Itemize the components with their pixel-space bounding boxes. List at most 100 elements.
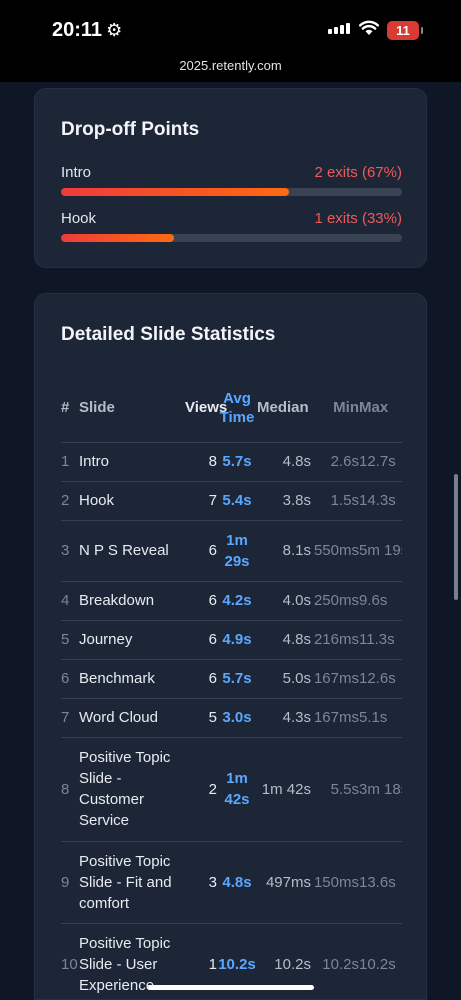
header-max: Max <box>359 374 402 443</box>
row-avg-time: 3.0s <box>217 698 257 738</box>
home-indicator[interactable] <box>148 985 314 990</box>
table-row: 8 Positive Topic Slide - Customer Service… <box>61 737 402 842</box>
dropoff-bar-track <box>61 188 402 196</box>
row-views: 7 <box>185 481 217 521</box>
row-max: 9.6s <box>359 581 402 621</box>
row-views: 6 <box>185 520 217 582</box>
battery-icon: 11 <box>387 21 423 40</box>
row-median: 4.0s <box>257 581 311 621</box>
row-min: 250ms <box>311 581 359 621</box>
row-avg-time: 4.2s <box>217 581 257 621</box>
row-num: 6 <box>61 659 79 699</box>
wifi-icon <box>359 20 379 41</box>
row-slide: N P S Reveal <box>79 520 185 582</box>
row-slide: Breakdown <box>79 581 185 621</box>
row-max: 5.1s <box>359 698 402 738</box>
row-median: 8.1s <box>257 520 311 582</box>
row-median: 4.3s <box>257 698 311 738</box>
dropoff-value: 2 exits (67%) <box>314 164 402 181</box>
dropoff-label: Intro <box>61 164 92 181</box>
row-num: 3 <box>61 520 79 582</box>
dropoff-bar-fill <box>61 234 174 242</box>
row-avg-time: 1m 29s <box>217 520 257 582</box>
row-median: 497ms <box>257 841 311 924</box>
address-bar[interactable]: 2025.retently.com <box>179 58 282 73</box>
row-max: 10.2s <box>359 923 402 999</box>
row-median: 4.8s <box>257 620 311 660</box>
header-slide: Slide <box>79 374 185 443</box>
scrollbar[interactable] <box>454 474 458 600</box>
row-views: 6 <box>185 620 217 660</box>
battery-level: 11 <box>396 23 410 38</box>
time-label: 20:11 <box>52 19 103 41</box>
header-views: Views <box>185 374 227 443</box>
row-min: 150ms <box>311 841 359 924</box>
row-max: 11.3s <box>359 620 402 660</box>
status-bar: 20:11 ⚙ 11 2025.retently.com <box>0 0 461 82</box>
row-median: 4.8s <box>257 442 311 482</box>
row-num: 4 <box>61 581 79 621</box>
row-avg-time: 5.7s <box>217 659 257 699</box>
header-avg-time: Avg Time <box>217 374 257 443</box>
row-num: 5 <box>61 620 79 660</box>
table-row: 6 Benchmark 6 5.7s 5.0s 167ms 12.6s <box>61 659 402 699</box>
table-row: 9 Positive Topic Slide - Fit and comfort 3… <box>61 841 402 924</box>
dropoff-label: Hook <box>61 210 97 227</box>
row-views: 8 <box>185 442 217 482</box>
row-max: 14.3s <box>359 481 402 521</box>
row-slide: Positive Topic Slide - Customer Service <box>79 737 185 842</box>
row-min: 167ms <box>311 659 359 699</box>
row-num: 7 <box>61 698 79 738</box>
slide-stats-title: Detailed Slide Statistics <box>61 324 276 345</box>
row-views: 3 <box>185 841 217 924</box>
row-max: 13.6s <box>359 841 402 924</box>
row-max: 3m 18s <box>359 737 402 842</box>
table-row: 1 Intro 8 5.7s 4.8s 2.6s 12.7s <box>61 442 402 482</box>
row-slide: Journey <box>79 620 185 660</box>
row-median: 5.0s <box>257 659 311 699</box>
table-row: 4 Breakdown 6 4.2s 4.0s 250ms 9.6s <box>61 581 402 621</box>
row-slide: Positive Topic Slide - User Experience <box>79 923 185 999</box>
row-min: 2.6s <box>311 442 359 482</box>
row-avg-time: 4.9s <box>217 620 257 660</box>
table-row: 7 Word Cloud 5 3.0s 4.3s 167ms 5.1s <box>61 698 402 738</box>
row-min: 5.5s <box>311 737 359 842</box>
row-views: 2 <box>185 737 217 842</box>
row-min: 10.2s <box>311 923 359 999</box>
header-min: Min <box>311 374 359 443</box>
row-num: 9 <box>61 841 79 924</box>
row-num: 10 <box>61 923 79 999</box>
status-time: 20:11 ⚙ <box>52 19 122 42</box>
row-slide: Word Cloud <box>79 698 185 738</box>
table-header-row: # Slide Views Avg Time Median Min Max <box>61 374 402 443</box>
dropoff-bar-fill <box>61 188 290 196</box>
row-min: 216ms <box>311 620 359 660</box>
row-min: 1.5s <box>311 481 359 521</box>
row-num: 2 <box>61 481 79 521</box>
row-avg-time: 5.4s <box>217 481 257 521</box>
row-avg-time: 5.7s <box>217 442 257 482</box>
row-median: 1m 42s <box>257 737 311 842</box>
row-max: 5m 19s <box>359 520 402 582</box>
dropoff-title: Drop-off Points <box>61 119 200 140</box>
row-slide: Hook <box>79 481 185 521</box>
row-num: 1 <box>61 442 79 482</box>
row-avg-time: 1m 42s <box>217 737 257 842</box>
row-views: 6 <box>185 581 217 621</box>
cellular-signal-icon <box>328 23 350 34</box>
slide-stats-card: Detailed Slide Statistics # Slide Views … <box>34 293 427 1000</box>
row-median: 3.8s <box>257 481 311 521</box>
row-slide: Intro <box>79 442 185 482</box>
row-num: 8 <box>61 737 79 842</box>
row-max: 12.6s <box>359 659 402 699</box>
table-row: 5 Journey 6 4.9s 4.8s 216ms 11.3s <box>61 620 402 660</box>
dropoff-bar-track <box>61 234 402 242</box>
gear-icon: ⚙ <box>106 20 123 40</box>
header-num: # <box>61 374 79 443</box>
row-slide: Positive Topic Slide - Fit and comfort <box>79 841 185 924</box>
row-views: 6 <box>185 659 217 699</box>
dropoff-value: 1 exits (33%) <box>314 210 402 227</box>
